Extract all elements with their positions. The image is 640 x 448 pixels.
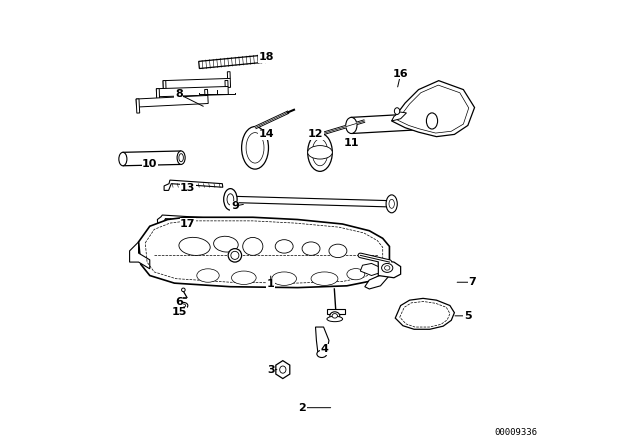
Ellipse shape [243, 237, 263, 255]
Text: 00009336: 00009336 [494, 428, 538, 437]
Ellipse shape [182, 288, 185, 292]
Polygon shape [139, 217, 389, 288]
Ellipse shape [179, 237, 210, 255]
Polygon shape [136, 95, 208, 107]
Ellipse shape [232, 271, 256, 284]
Polygon shape [227, 72, 230, 78]
Ellipse shape [381, 263, 393, 272]
Text: 15: 15 [171, 307, 187, 317]
Polygon shape [163, 78, 230, 90]
Ellipse shape [228, 249, 242, 262]
Polygon shape [392, 81, 475, 137]
Ellipse shape [280, 366, 286, 373]
Polygon shape [225, 81, 228, 86]
Ellipse shape [308, 146, 332, 159]
Ellipse shape [179, 302, 188, 309]
Ellipse shape [426, 113, 438, 129]
Polygon shape [198, 55, 269, 69]
Text: 11: 11 [344, 138, 359, 148]
Polygon shape [360, 263, 378, 276]
Ellipse shape [312, 139, 328, 166]
Text: 9: 9 [231, 201, 239, 211]
Polygon shape [205, 90, 208, 95]
Polygon shape [156, 89, 159, 103]
Polygon shape [365, 264, 389, 289]
Ellipse shape [119, 152, 127, 166]
Ellipse shape [227, 194, 234, 205]
Ellipse shape [246, 133, 264, 163]
Ellipse shape [347, 269, 365, 280]
Polygon shape [136, 99, 140, 113]
Ellipse shape [197, 269, 219, 282]
Polygon shape [156, 86, 228, 97]
Polygon shape [230, 196, 392, 207]
Polygon shape [130, 242, 150, 269]
Ellipse shape [385, 266, 390, 270]
Ellipse shape [272, 272, 296, 285]
Text: 3: 3 [267, 365, 275, 375]
Ellipse shape [330, 312, 340, 320]
Ellipse shape [329, 244, 347, 258]
Text: 2: 2 [298, 403, 306, 413]
Text: 4: 4 [321, 345, 328, 354]
Ellipse shape [275, 240, 293, 253]
Ellipse shape [264, 55, 273, 62]
Polygon shape [157, 215, 236, 225]
Ellipse shape [179, 154, 184, 162]
Ellipse shape [308, 134, 332, 172]
Ellipse shape [389, 199, 394, 208]
Polygon shape [316, 327, 329, 354]
Text: 6: 6 [175, 297, 183, 307]
Polygon shape [164, 180, 223, 190]
Polygon shape [396, 298, 454, 329]
Ellipse shape [231, 251, 239, 259]
Polygon shape [351, 113, 433, 134]
Text: 17: 17 [180, 219, 196, 229]
Text: 14: 14 [259, 129, 274, 139]
Text: 10: 10 [142, 159, 157, 168]
Text: 5: 5 [464, 311, 472, 321]
Text: 7: 7 [468, 277, 476, 287]
Polygon shape [163, 81, 166, 96]
Ellipse shape [317, 350, 327, 358]
Polygon shape [378, 260, 401, 278]
Text: 13: 13 [180, 183, 196, 193]
Polygon shape [327, 309, 345, 314]
Text: 16: 16 [393, 69, 408, 79]
Ellipse shape [311, 272, 338, 285]
Ellipse shape [224, 189, 237, 210]
Polygon shape [392, 112, 406, 121]
Polygon shape [123, 151, 181, 166]
Ellipse shape [214, 236, 238, 252]
Ellipse shape [177, 151, 185, 164]
Ellipse shape [302, 242, 320, 255]
Text: 12: 12 [308, 129, 323, 139]
Ellipse shape [181, 304, 186, 307]
Text: 1: 1 [267, 280, 275, 289]
Ellipse shape [386, 195, 397, 213]
Ellipse shape [346, 117, 357, 134]
Text: 8: 8 [175, 89, 183, 99]
Polygon shape [276, 361, 290, 379]
Ellipse shape [242, 126, 269, 169]
Ellipse shape [327, 316, 342, 322]
Ellipse shape [332, 314, 337, 318]
Text: 18: 18 [259, 52, 274, 62]
Ellipse shape [394, 108, 400, 115]
